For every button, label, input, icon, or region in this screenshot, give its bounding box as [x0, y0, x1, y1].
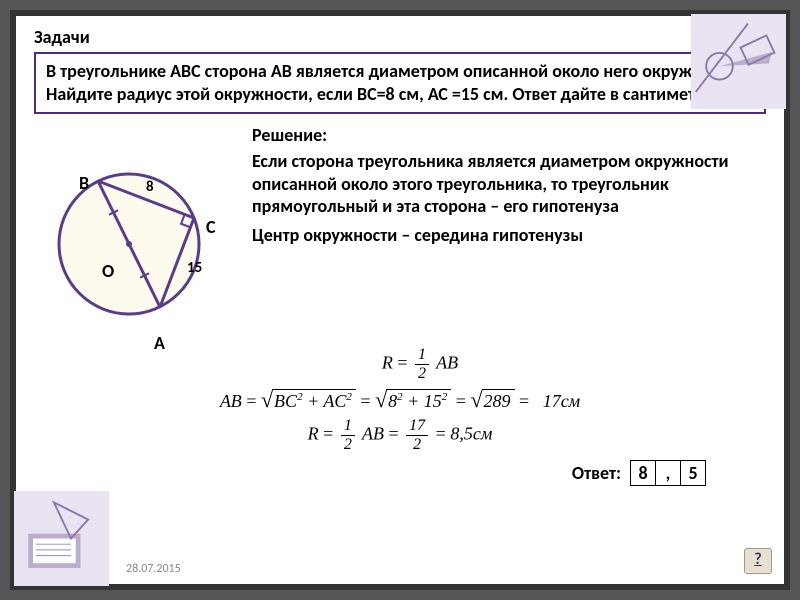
solution-p1: Если сторона треугольника является диаме…: [252, 150, 766, 218]
body: B A C O 8 15 Решение: Если сторона треуг…: [34, 124, 766, 344]
deco-bottom-left-icon: [14, 491, 109, 586]
label-A: A: [154, 332, 165, 354]
problem-text: В треугольнике АВС сторона АВ является д…: [46, 60, 754, 106]
formula-AB-root: AB = √BC2 + AC2 = √82 + 152 = √289 = 17с…: [34, 387, 766, 413]
label-O: O: [102, 260, 114, 282]
label-C: C: [206, 216, 216, 238]
figure: B A C O 8 15: [34, 124, 244, 344]
answer-digit-3: 5: [680, 460, 706, 486]
solution-heading: Решение:: [252, 124, 766, 146]
answer-digit-1: 8: [630, 460, 656, 486]
solution-column: Решение: Если сторона треугольника являе…: [244, 124, 766, 344]
formula-R-final: R = 12 AB = 172 = 8,5см: [34, 417, 766, 454]
answer-digit-2: ,: [655, 460, 681, 486]
label-side-AC: 15: [187, 259, 202, 277]
slide: Задачи В треугольнике АВС сторона АВ явл…: [10, 10, 790, 590]
slide-date: 28.07.2015: [126, 562, 181, 576]
formula-row-1: R = 12 AB: [34, 346, 766, 383]
answer-label: Ответ:: [572, 462, 621, 484]
problem-box: В треугольнике АВС сторона АВ является д…: [34, 52, 766, 114]
solution-p2: Центр окружности – середина гипотенузы: [252, 224, 766, 247]
label-side-BC: 8: [146, 178, 154, 196]
answer-row: Ответ: 8,5: [34, 460, 766, 486]
deco-top-right-icon: [691, 14, 786, 109]
label-B: B: [79, 172, 89, 194]
section-title: Задачи: [34, 26, 766, 48]
help-button[interactable]: ?: [744, 548, 772, 574]
formula-R-half-AB: R = 12 AB: [382, 346, 458, 383]
